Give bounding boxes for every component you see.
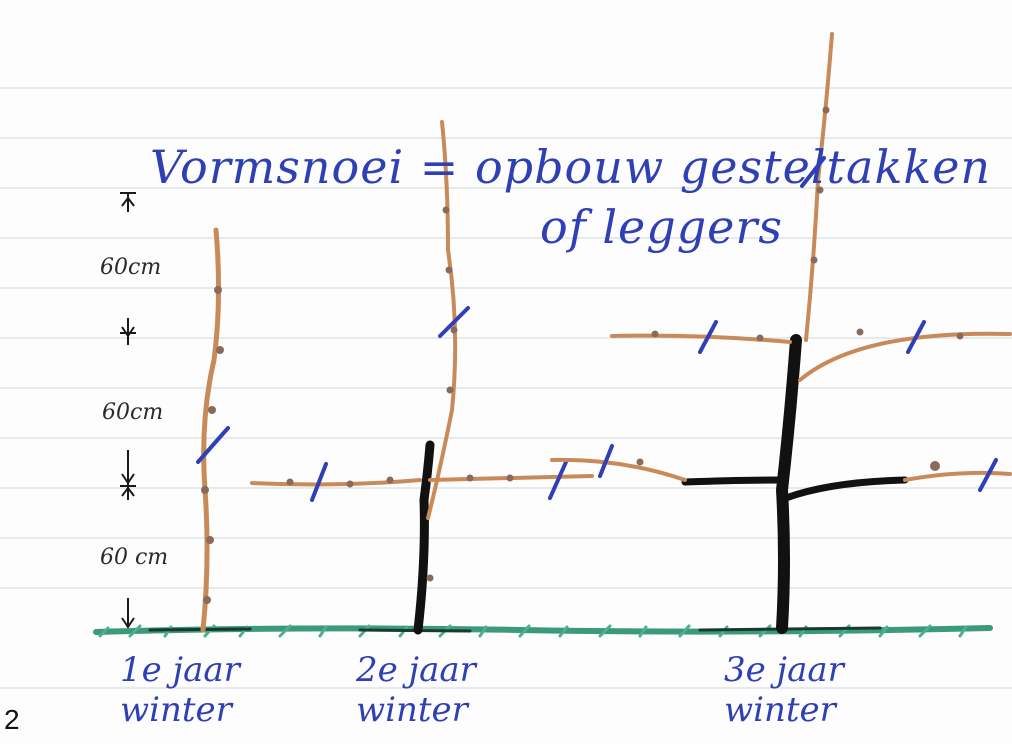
year-3-label: 3e jaar winter	[724, 650, 844, 730]
tree-year-1	[196, 227, 230, 633]
height-scale	[120, 192, 136, 629]
cut-mark-icon	[598, 444, 614, 478]
cut-mark-icon	[906, 320, 926, 354]
measurement-label: 60 cm	[100, 545, 169, 570]
measurement-label: 60cm	[100, 255, 162, 280]
diagram-title-continued: of leggers	[540, 200, 783, 254]
ground	[93, 624, 993, 638]
cut-mark-icon	[978, 458, 998, 492]
cut-mark-icon	[310, 462, 328, 502]
diagram-title: Vormsnoei = opbouw gesteltakken	[150, 140, 992, 194]
page-number: 2	[4, 704, 20, 735]
measurement-label: 60cm	[102, 400, 164, 425]
paper-lines	[0, 87, 1012, 689]
tree-year-2	[250, 120, 594, 635]
cut-mark-icon	[698, 320, 718, 354]
year-1-label: 1e jaar winter	[120, 650, 240, 730]
tree-year-3	[550, 32, 1012, 634]
cut-mark-icon	[438, 306, 470, 338]
cut-mark-icon	[548, 460, 568, 500]
cut-mark-icon	[800, 156, 826, 188]
year-2-label: 2e jaar winter	[356, 650, 476, 730]
cut-mark-icon	[196, 426, 230, 464]
